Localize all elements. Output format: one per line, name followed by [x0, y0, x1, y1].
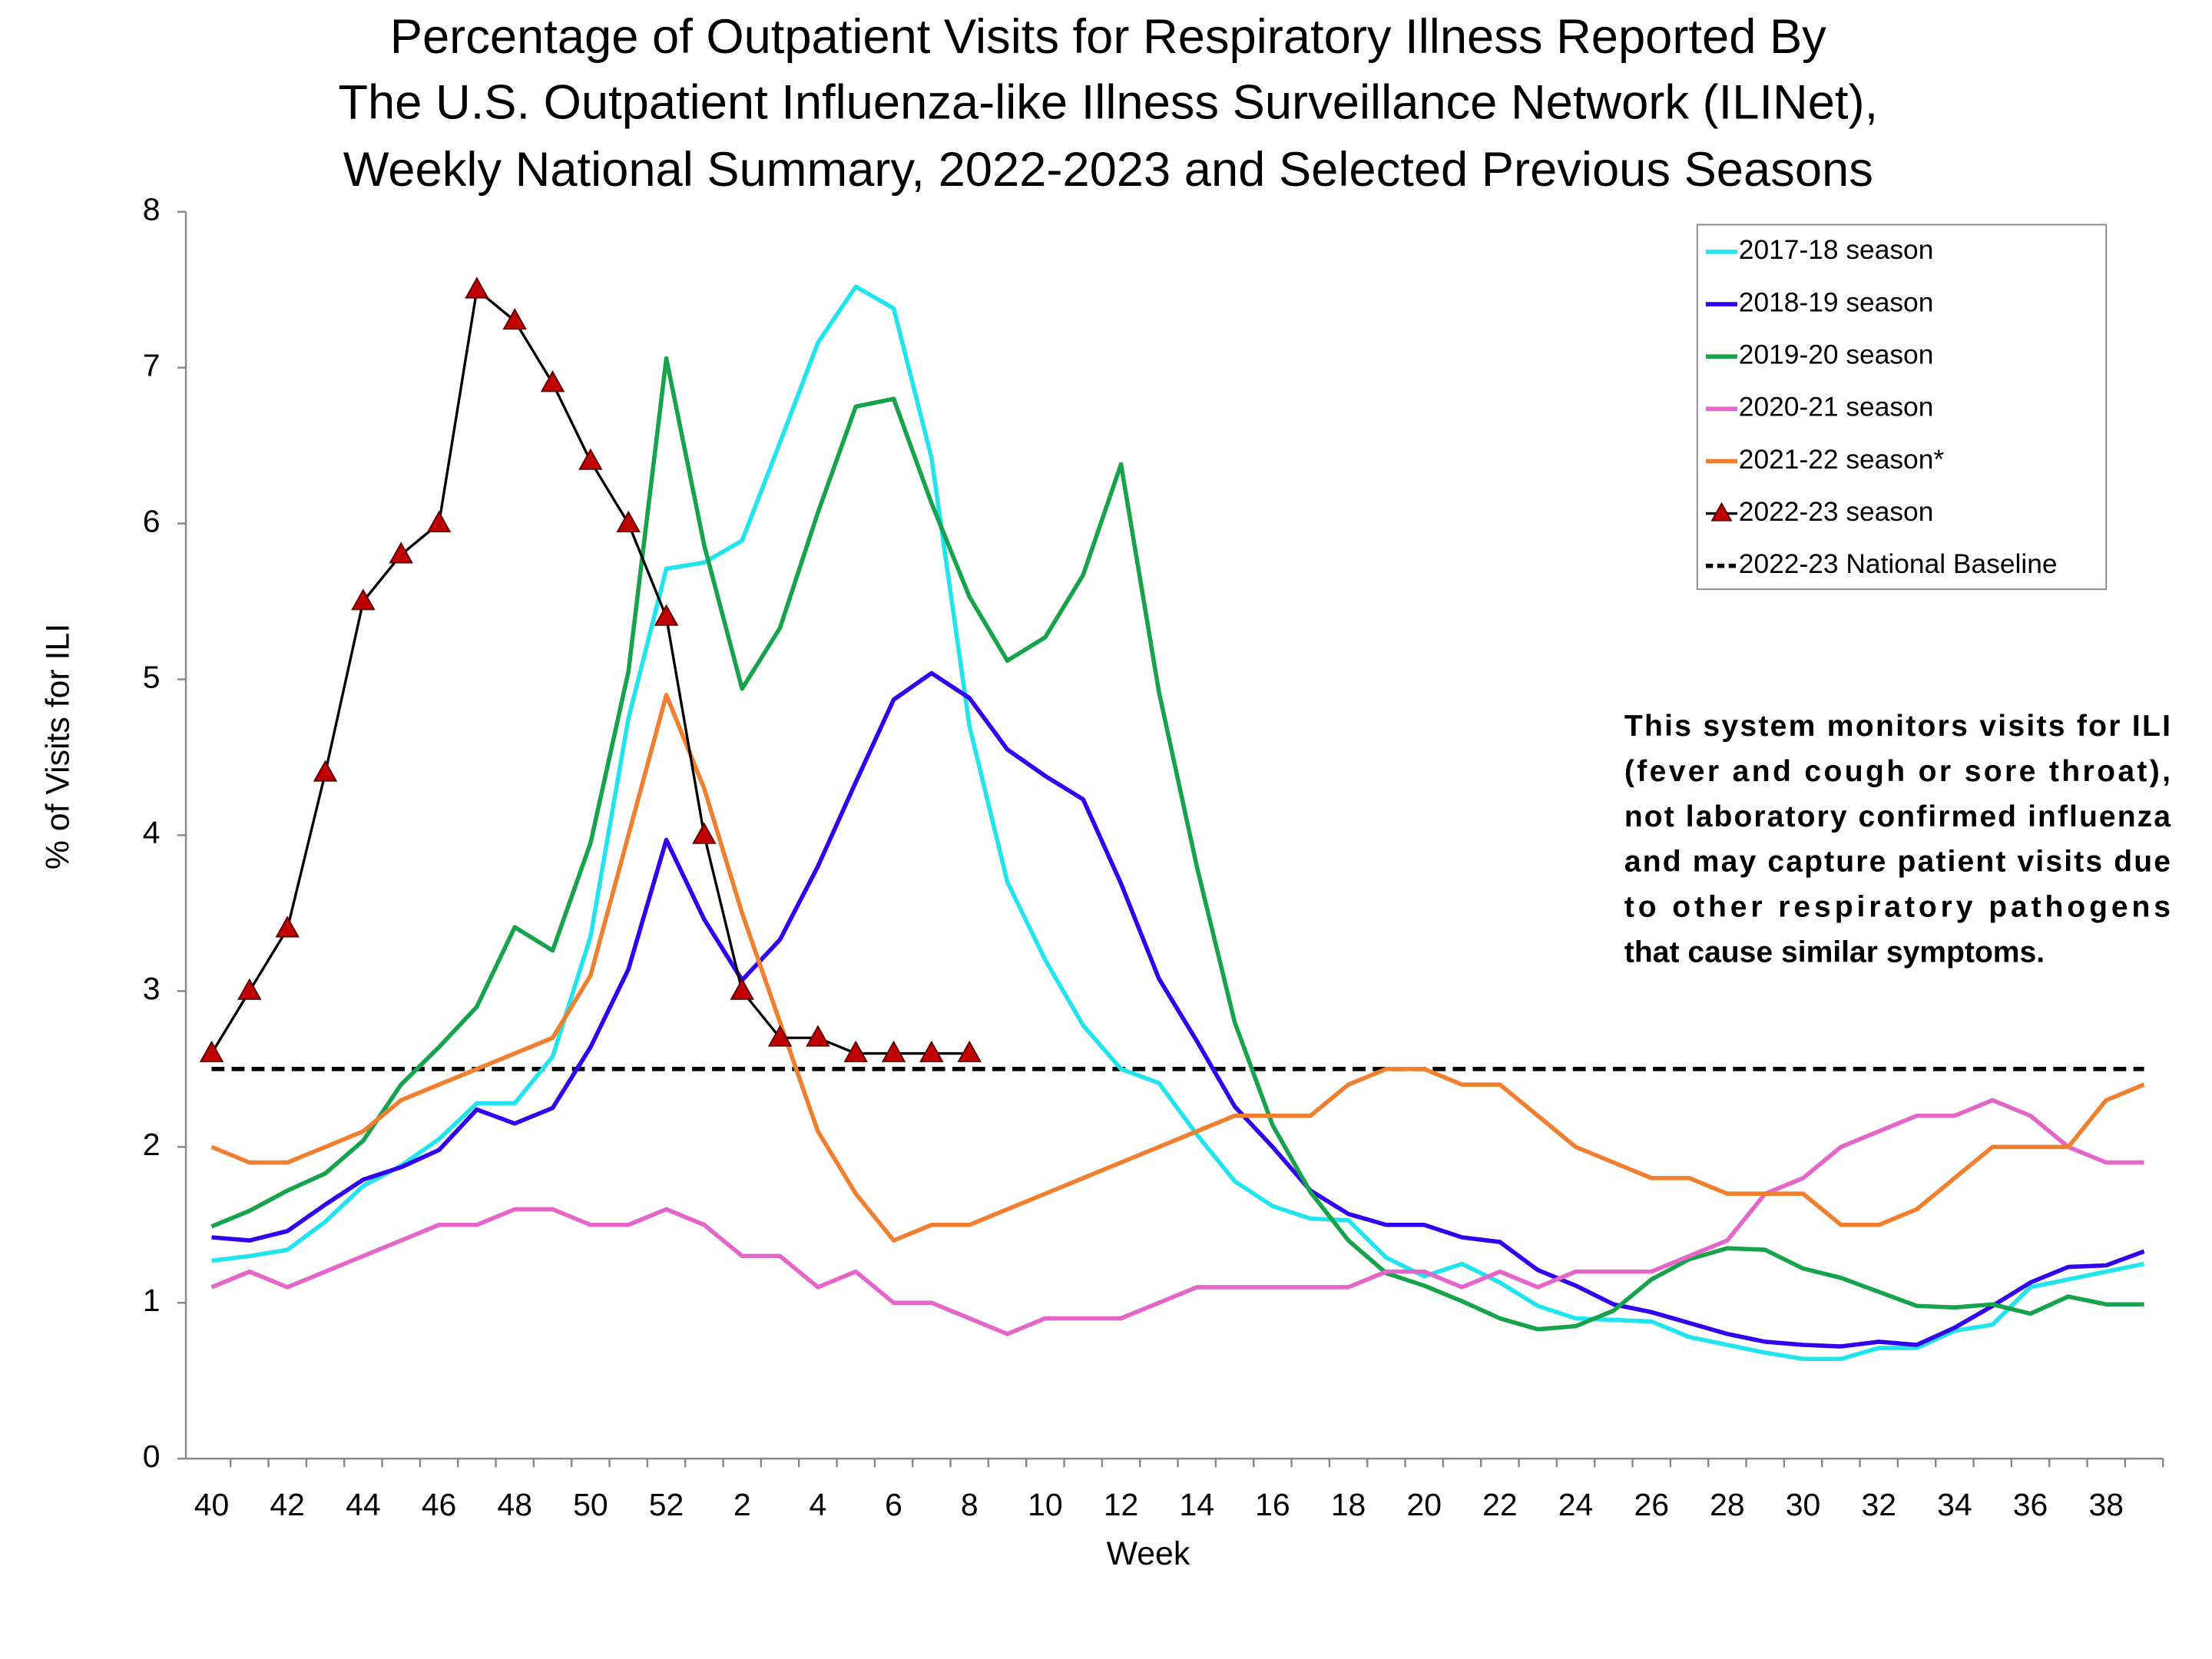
legend-label: 2022-23 National Baseline [1739, 549, 2058, 579]
data-marker [692, 822, 717, 844]
series-line [210, 1098, 2144, 1336]
x-tick-label: 2 [733, 1487, 751, 1522]
data-marker [426, 510, 452, 532]
y-tick-label: 3 [143, 971, 161, 1006]
series-line [211, 671, 2145, 1349]
chart-title: The U.S. Outpatient Influenza-like Illne… [338, 76, 1878, 130]
data-marker [616, 510, 641, 532]
data-marker [578, 448, 603, 470]
data-marker [465, 276, 489, 299]
x-tick-label: 50 [573, 1487, 608, 1522]
x-tick-label: 12 [1104, 1487, 1139, 1522]
data-marker [502, 308, 527, 330]
series-line [210, 356, 2144, 1332]
y-tick-label: 7 [143, 347, 161, 382]
data-marker [275, 916, 300, 938]
data-marker [957, 1040, 982, 1062]
x-tick-label: 42 [270, 1487, 305, 1522]
legend-label: 2022-23 season [1739, 497, 1934, 527]
data-marker [919, 1040, 944, 1062]
legend-label: 2017-18 season [1739, 235, 1934, 265]
data-marker [767, 1025, 793, 1047]
data-marker [654, 604, 679, 626]
x-tick-label: 8 [961, 1487, 979, 1522]
y-tick-label: 4 [143, 815, 161, 850]
data-marker [881, 1040, 906, 1062]
data-marker [540, 370, 565, 392]
legend-label: 2021-22 season* [1739, 445, 1945, 475]
annotation: to other respiratory pathogens [1624, 890, 2171, 923]
chart-title: Percentage of Outpatient Visits for Resp… [390, 10, 1826, 64]
x-tick-label: 6 [885, 1487, 902, 1522]
x-tick-label: 16 [1255, 1487, 1290, 1522]
data-marker [351, 588, 376, 611]
y-tick-label: 2 [143, 1127, 161, 1162]
x-tick-label: 34 [1937, 1487, 1972, 1522]
x-axis-title: Week [1107, 1535, 1190, 1572]
y-tick-label: 0 [143, 1439, 161, 1474]
y-tick-label: 6 [143, 503, 161, 538]
y-tick-label: 1 [143, 1283, 161, 1318]
annotation: (fever and cough or sore throat), [1624, 755, 2171, 788]
legend-label: 2019-20 season [1739, 340, 1934, 370]
chart-title: Weekly National Summary, 2022-2023 and S… [343, 143, 1873, 197]
data-marker [843, 1040, 868, 1062]
legend-box [1696, 224, 2108, 591]
x-tick-label: 40 [194, 1487, 230, 1522]
annotation: and may capture patient visits due [1624, 846, 2171, 879]
x-tick-label: 32 [1861, 1487, 1896, 1522]
x-tick-label: 52 [649, 1487, 684, 1522]
y-tick-label: 5 [143, 659, 161, 694]
data-marker [237, 978, 262, 1000]
data-marker [730, 978, 754, 1000]
legend-label: 2018-19 season [1739, 287, 1934, 317]
x-tick-label: 4 [809, 1487, 826, 1522]
legend-label: 2020-21 season [1739, 392, 1934, 422]
data-marker [199, 1040, 224, 1062]
x-tick-label: 48 [497, 1487, 532, 1522]
x-tick-label: 18 [1331, 1487, 1366, 1522]
legend-marker [1710, 502, 1733, 522]
annotation: This system monitors visits for ILI [1624, 710, 2171, 743]
annotation: not laboratory confirmed influenza [1624, 800, 2171, 833]
x-tick-label: 38 [2088, 1487, 2124, 1522]
x-tick-label: 26 [1634, 1487, 1669, 1522]
x-tick-label: 30 [1786, 1487, 1821, 1522]
x-tick-label: 14 [1179, 1487, 1214, 1522]
data-marker [389, 541, 413, 564]
x-tick-label: 46 [422, 1487, 457, 1522]
data-marker [313, 760, 338, 782]
x-tick-label: 28 [1710, 1487, 1745, 1522]
x-tick-label: 24 [1558, 1487, 1594, 1522]
x-tick-label: 44 [346, 1487, 381, 1522]
series-line [211, 284, 2145, 1362]
x-tick-label: 22 [1482, 1487, 1518, 1522]
data-marker [806, 1025, 830, 1047]
x-tick-label: 36 [2013, 1487, 2048, 1522]
x-tick-label: 20 [1406, 1487, 1442, 1522]
annotation: that cause similar symptoms. [1624, 935, 2045, 969]
series-line [210, 693, 2145, 1243]
y-axis-title: % of Visits for ILI [40, 624, 77, 869]
y-tick-label: 8 [143, 192, 161, 227]
x-tick-label: 10 [1028, 1487, 1063, 1522]
